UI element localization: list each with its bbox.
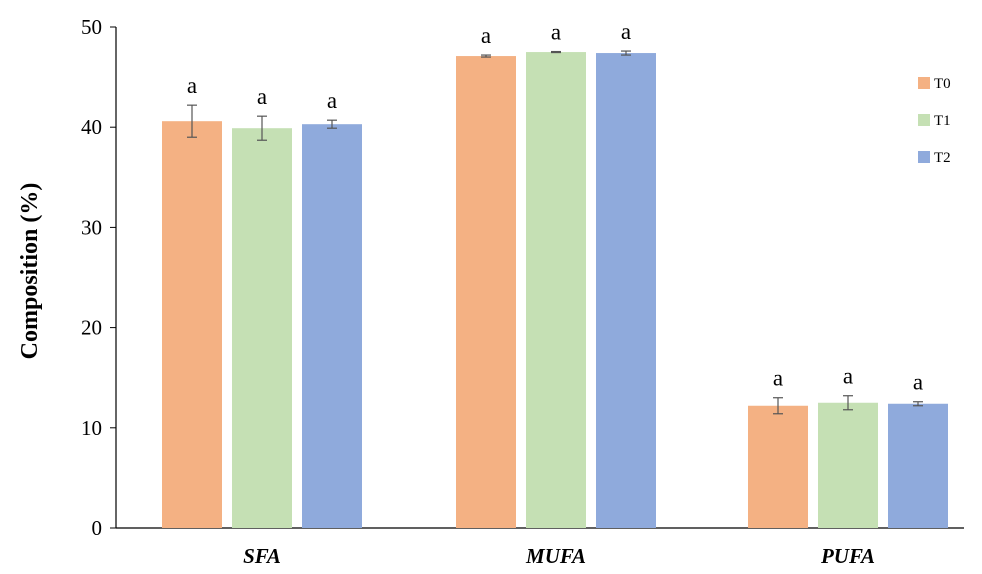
- legend-swatch: [918, 77, 930, 89]
- legend: T0 T1 T2: [918, 76, 951, 166]
- error-bar: [187, 104, 197, 138]
- legend-swatch: [918, 114, 930, 126]
- error-bar: [621, 50, 631, 56]
- significance-letter: a: [621, 19, 631, 44]
- legend-label: T0: [934, 76, 951, 92]
- significance-letter: a: [481, 23, 491, 48]
- error-bar: [551, 50, 561, 54]
- legend-label: T2: [934, 150, 951, 166]
- y-tick-label: 10: [81, 416, 102, 440]
- y-tick-label: 20: [81, 316, 102, 340]
- error-bar: [913, 401, 923, 407]
- bar: [232, 128, 292, 528]
- y-tick-label: 50: [81, 15, 102, 39]
- bar: [526, 52, 586, 529]
- significance-letter: a: [327, 88, 337, 113]
- legend-entry: T2: [918, 150, 951, 166]
- error-bar: [257, 115, 267, 141]
- bar: [888, 403, 948, 528]
- significance-letter: a: [187, 73, 197, 98]
- legend-entry: T1: [918, 113, 951, 129]
- error-bar: [773, 397, 783, 415]
- significance-letter: a: [913, 370, 923, 395]
- significance-labels: a a a a a a a a a: [187, 19, 923, 395]
- significance-letter: a: [257, 84, 267, 109]
- y-tick-label: 40: [81, 115, 102, 139]
- bar: [162, 121, 222, 529]
- bar: [456, 56, 516, 529]
- x-category-label: SFA: [243, 544, 281, 568]
- y-tick-label: 30: [81, 215, 102, 239]
- x-category-label: MUFA: [525, 544, 586, 568]
- legend-swatch: [918, 151, 930, 163]
- error-bar: [843, 395, 853, 411]
- error-bar: [481, 54, 491, 58]
- bar: [818, 402, 878, 528]
- bars: [162, 52, 948, 529]
- significance-letter: a: [773, 366, 783, 391]
- legend-label: T1: [934, 113, 951, 129]
- y-tick-label: 0: [92, 516, 103, 540]
- bar: [596, 53, 656, 528]
- error-bars: [187, 50, 923, 415]
- legend-entry: T0: [918, 76, 951, 92]
- y-axis-label: Composition (%): [17, 183, 43, 360]
- bar: [302, 124, 362, 528]
- significance-letter: a: [551, 20, 561, 45]
- significance-letter: a: [843, 364, 853, 389]
- bar: [748, 405, 808, 528]
- x-category-label: PUFA: [820, 544, 875, 568]
- axes: 0 10 20 30 40 50 SFA MUFA PUFA: [81, 15, 964, 568]
- error-bar: [327, 119, 337, 129]
